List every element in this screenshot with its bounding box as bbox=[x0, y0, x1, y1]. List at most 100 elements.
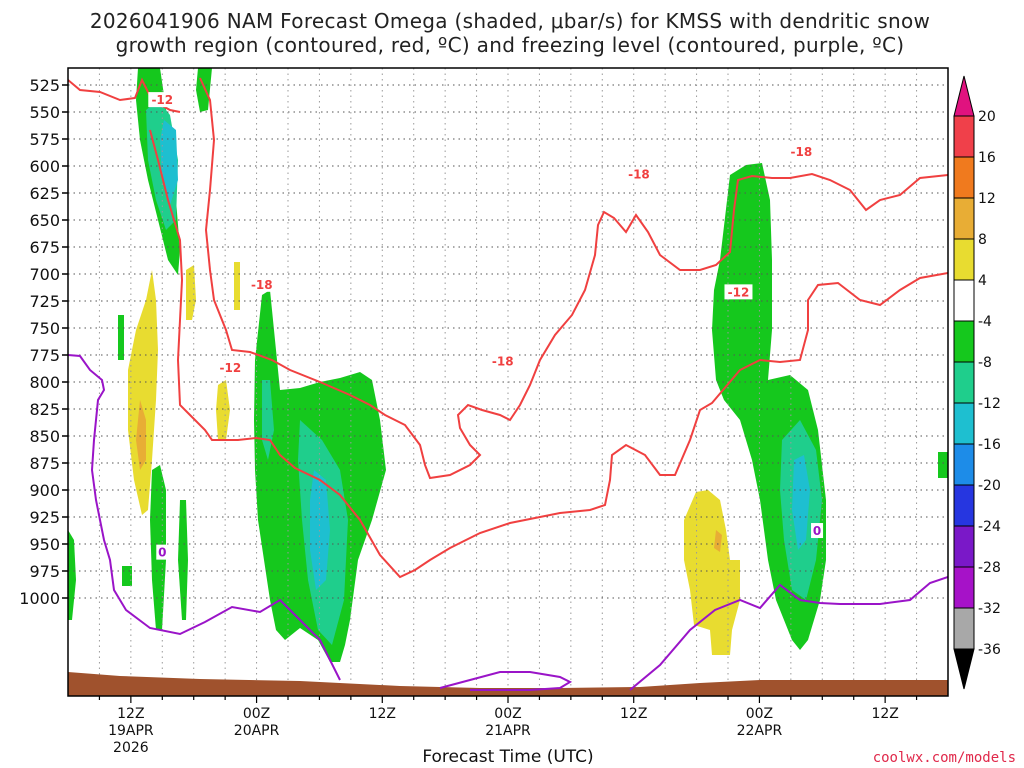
red-contour-label-bg bbox=[724, 284, 753, 300]
colorbar-label: 16 bbox=[978, 150, 996, 166]
colorbar-label: -8 bbox=[978, 355, 992, 371]
credit-link[interactable]: coolwx.com/models bbox=[873, 750, 1016, 766]
colorbar-bin bbox=[953, 156, 975, 199]
x-tick-label: 00Z bbox=[494, 706, 521, 722]
y-tick-label: 700 bbox=[29, 265, 60, 284]
colorbar-bin bbox=[953, 197, 975, 240]
purple-contour-label-bg bbox=[811, 523, 824, 539]
y-tick-label: 850 bbox=[29, 427, 60, 446]
colorbar-bin bbox=[953, 484, 975, 527]
colorbar-bin bbox=[953, 115, 975, 158]
colorbar-bin bbox=[953, 361, 975, 404]
omega-region bbox=[714, 530, 722, 552]
purple-contour-label: 0 bbox=[158, 546, 166, 560]
omega-region bbox=[684, 490, 740, 655]
red-contour-label-bg bbox=[787, 143, 816, 159]
y-tick-label: 825 bbox=[29, 400, 60, 419]
x-tick-label: 12Z bbox=[369, 706, 396, 722]
colorbar-label: -32 bbox=[978, 601, 1001, 617]
red-contour-label: -18 bbox=[251, 278, 273, 292]
colorbar-label: 12 bbox=[978, 191, 996, 207]
y-tick-label: 775 bbox=[29, 346, 60, 365]
colorbar-label: -12 bbox=[978, 396, 1001, 412]
colorbar-bin bbox=[953, 238, 975, 281]
colorbar-label: -24 bbox=[978, 519, 1001, 535]
contours bbox=[68, 77, 948, 691]
y-tick-label: 525 bbox=[29, 76, 60, 95]
x-tick-label: 00Z bbox=[746, 706, 773, 722]
x-axis-title: Forecast Time (UTC) bbox=[422, 747, 593, 767]
colorbar-label: 4 bbox=[978, 273, 987, 289]
colorbar-bin bbox=[953, 443, 975, 486]
colorbar-label: -20 bbox=[978, 478, 1001, 494]
omega-region bbox=[128, 270, 158, 515]
omega-region bbox=[234, 262, 240, 310]
colorbar-label: 20 bbox=[978, 109, 996, 125]
omega-region bbox=[310, 470, 330, 590]
colorbar-bin bbox=[953, 320, 975, 363]
y-tick-label: 950 bbox=[29, 535, 60, 554]
omega-region bbox=[186, 265, 196, 320]
purple-contour-label-bg bbox=[156, 544, 169, 560]
y-tick-label: 725 bbox=[29, 292, 60, 311]
omega-region bbox=[118, 315, 124, 360]
chart-title-line-2: growth region (contoured, red, ºC) and f… bbox=[116, 33, 905, 57]
purple-contour-line bbox=[68, 354, 341, 681]
y-axis-ticks: 525 550 575 600 625 650 675 700 725 750 775 800 825 8… bbox=[19, 76, 68, 608]
red-contour-label: -18 bbox=[628, 168, 650, 182]
colorbar: 20 16 12 8 4 -4 -8 -12 -16 -20 -24 -28 -32 -36 bbox=[953, 75, 1001, 690]
y-tick-label: 925 bbox=[29, 508, 60, 527]
y-tick-label: 550 bbox=[29, 103, 60, 122]
red-contour-label-bg bbox=[624, 166, 653, 182]
red-contour-label: -12 bbox=[151, 93, 173, 107]
red-contour-label: -18 bbox=[492, 354, 514, 368]
x-tick-label: 20APR bbox=[234, 723, 280, 739]
colorbar-bin bbox=[953, 402, 975, 445]
colorbar-bin bbox=[953, 279, 975, 322]
x-tick-label: 00Z bbox=[243, 706, 270, 722]
colorbar-label: -4 bbox=[978, 314, 992, 330]
red-contour-label-bg bbox=[216, 359, 245, 375]
y-tick-label: 900 bbox=[29, 481, 60, 500]
y-tick-label: 625 bbox=[29, 184, 60, 203]
colorbar-label: 8 bbox=[978, 232, 987, 248]
x-tick-label: 12Z bbox=[117, 706, 144, 722]
y-tick-label: 575 bbox=[29, 130, 60, 149]
red-contour-label-bg bbox=[148, 92, 177, 108]
terrain bbox=[68, 672, 948, 696]
y-tick-label: 800 bbox=[29, 373, 60, 392]
omega-region bbox=[136, 400, 146, 470]
chart-title-line-1: 2026041906 NAM Forecast Omega (shaded, μ… bbox=[90, 9, 930, 33]
colorbar-label: -28 bbox=[978, 560, 1001, 576]
red-contour-label: -12 bbox=[728, 285, 750, 299]
red-contour-line bbox=[149, 129, 948, 579]
y-tick-label: 875 bbox=[29, 454, 60, 473]
x-tick-label: 21APR bbox=[485, 723, 531, 739]
x-tick-label: 19APR bbox=[108, 723, 154, 739]
red-contour-label-bg bbox=[488, 353, 517, 369]
colorbar-label: -36 bbox=[978, 642, 1001, 658]
red-contour-label: -18 bbox=[790, 145, 812, 159]
omega-region bbox=[216, 380, 230, 440]
y-tick-label: 675 bbox=[29, 238, 60, 257]
contour-labels: -12 -18 -12 -18 -18 -18 -12 0 0 bbox=[148, 92, 824, 560]
terrain-ground bbox=[68, 672, 948, 696]
y-tick-label: 750 bbox=[29, 319, 60, 338]
purple-contour-line bbox=[629, 576, 948, 691]
y-tick-label: 975 bbox=[29, 562, 60, 581]
x-tick-label: 12Z bbox=[871, 706, 898, 722]
y-tick-label: 650 bbox=[29, 211, 60, 230]
x-tick-label: 2026 bbox=[113, 740, 149, 756]
colorbar-bin bbox=[953, 607, 975, 650]
red-contour-label-bg bbox=[247, 276, 276, 292]
colorbar-cap-bottom bbox=[953, 648, 975, 690]
red-contour-line bbox=[199, 77, 948, 480]
colorbar-bin bbox=[953, 525, 975, 568]
omega-region bbox=[178, 500, 188, 620]
colorbar-label: -16 bbox=[978, 437, 1001, 453]
colorbar-cap-top bbox=[953, 75, 975, 117]
y-tick-label: 600 bbox=[29, 157, 60, 176]
red-contour-label: -12 bbox=[220, 361, 242, 375]
